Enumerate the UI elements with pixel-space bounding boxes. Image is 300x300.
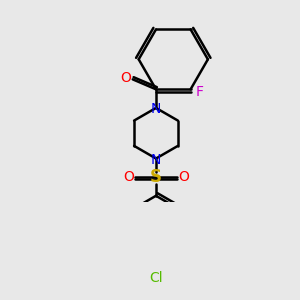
Text: O: O [121, 71, 131, 85]
Text: Cl: Cl [149, 271, 163, 285]
Text: F: F [196, 85, 204, 99]
Text: S: S [150, 168, 162, 186]
Text: O: O [123, 170, 134, 184]
Text: N: N [150, 102, 160, 116]
Text: N: N [150, 153, 160, 167]
Text: O: O [178, 170, 189, 184]
